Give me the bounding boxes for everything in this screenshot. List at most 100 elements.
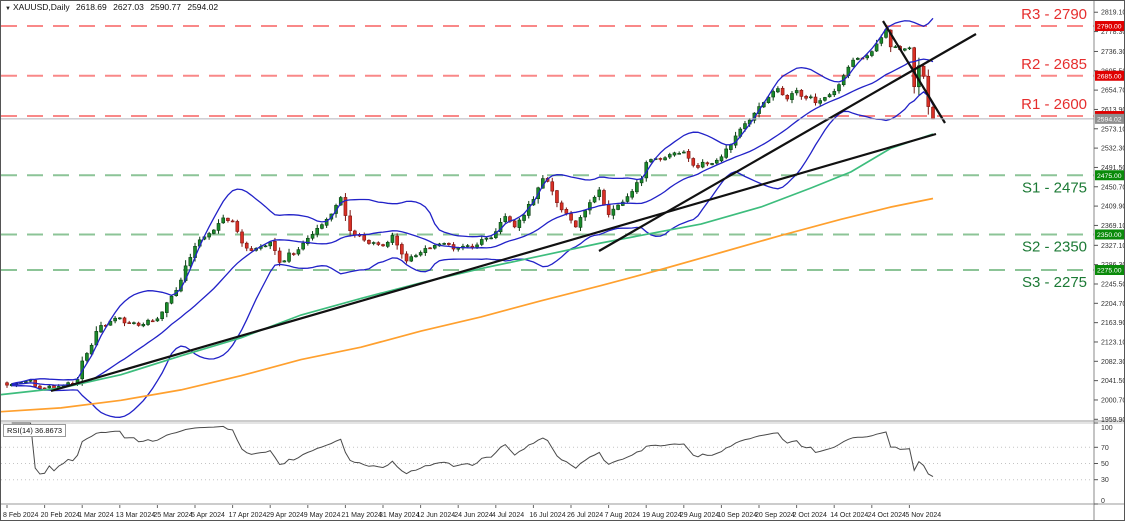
rsi-line [11, 422, 934, 478]
price-tick-label: 2491.50 [1101, 165, 1125, 172]
candle-body [118, 317, 122, 320]
candle-body [475, 244, 479, 248]
candle-body [244, 242, 249, 249]
candle-body [447, 242, 451, 245]
date-tick-label: 5 Nov 2024 [905, 512, 941, 519]
candle-body [837, 84, 841, 92]
candle-body [550, 181, 555, 192]
candle-body [696, 165, 700, 168]
price-level-tag [1095, 229, 1124, 240]
candle-body [766, 96, 771, 104]
candle-body [724, 148, 728, 158]
candle-body [921, 65, 926, 77]
price-level-tag-text: 2275.00 [1097, 268, 1122, 275]
resistance-level-label: R3 - 2790 [1021, 6, 1087, 23]
candle-body [522, 214, 526, 221]
date-tick-label: 1 Mar 2024 [78, 512, 114, 519]
price-tick-label: 2819.10 [1101, 10, 1125, 17]
candle-body [874, 43, 879, 52]
candle-body [343, 197, 348, 216]
candle-body [150, 320, 155, 323]
candle-body [663, 157, 667, 161]
candle-body [113, 317, 117, 322]
candle-body [371, 242, 376, 244]
candle-body [776, 88, 780, 93]
candle-body [902, 48, 907, 51]
ohlc-open: 2618.69 [76, 2, 107, 12]
price-tick-label: 2245.50 [1101, 281, 1125, 288]
candle-body [926, 75, 931, 107]
candle-body [216, 223, 221, 231]
date-tick-label: 25 Mar 2024 [153, 512, 192, 519]
price-tick-label: 2000.70 [1101, 397, 1125, 404]
candle-body [893, 46, 898, 48]
candle-body [489, 237, 493, 240]
candle-body [667, 154, 672, 158]
bollinger-upper-band [11, 17, 934, 385]
date-tick-label: 9 May 2024 [304, 512, 341, 519]
candle-body [517, 219, 522, 228]
ohlc-high: 2627.03 [113, 2, 144, 12]
trendline-annotation[interactable] [50, 132, 937, 393]
candle-body [207, 233, 211, 238]
candle-body [423, 248, 428, 254]
candle-body [602, 190, 606, 206]
candle-body [235, 221, 240, 232]
candle-body [282, 260, 287, 263]
price-tick-label: 2163.90 [1101, 320, 1125, 327]
price-tick-label: 1959.90 [1101, 417, 1125, 424]
price-level-tag-text: 2685.00 [1097, 73, 1122, 80]
candle-body [682, 151, 686, 154]
trendline-annotation[interactable] [882, 20, 946, 124]
candle-body [827, 94, 832, 98]
price-level-tag [1095, 265, 1124, 276]
price-tick-label: 2041.50 [1101, 378, 1125, 385]
candle-body [583, 210, 587, 218]
candle-body [414, 255, 418, 258]
candle-body [479, 239, 484, 245]
candle-body [5, 382, 9, 386]
candle-body [630, 191, 634, 198]
candle-body [649, 159, 653, 163]
trendline-annotation[interactable] [598, 33, 977, 252]
price-level-tag [1095, 170, 1124, 181]
symbol-header: ▼ XAUUSD,Daily 2618.69 2627.03 2590.77 25… [5, 2, 222, 12]
date-tick-label: 5 Apr 2024 [191, 512, 225, 519]
candle-body [315, 227, 320, 235]
symbol-dropdown-icon[interactable]: ▼ [5, 6, 11, 12]
candle-body [808, 96, 813, 99]
support-level-label: S1 - 2475 [1022, 179, 1087, 196]
candle-body [28, 379, 33, 382]
candle-body [719, 156, 724, 162]
candle-body [127, 322, 132, 324]
date-tick-label: 2 Oct 2024 [793, 512, 827, 519]
candle-body [376, 242, 381, 245]
price-level-tag-text: 2790.00 [1097, 24, 1122, 31]
candle-body [907, 47, 912, 50]
price-tick-label: 2204.70 [1101, 301, 1125, 308]
candle-body [240, 231, 244, 244]
date-tick-label: 31 May 2024 [379, 512, 420, 519]
candle-body [306, 237, 310, 244]
candle-body [132, 322, 136, 324]
date-tick-label: 16 Jul 2024 [529, 512, 565, 519]
candle-body [672, 152, 677, 156]
candle-body [381, 244, 385, 247]
bollinger-middle-band [11, 58, 934, 386]
candle-body [465, 245, 470, 247]
date-tick-label: 19 Aug 2024 [642, 512, 681, 519]
date-tick-label: 26 Jul 2024 [567, 512, 603, 519]
candle-body [291, 253, 296, 255]
price-tick-label: 2532.30 [1101, 146, 1125, 153]
candle-body [395, 235, 399, 246]
price-level-tag [1095, 113, 1124, 124]
date-tick-label: 20 Feb 2024 [41, 512, 80, 519]
candle-body [625, 196, 630, 202]
candle-body [122, 317, 127, 324]
candle-body [310, 234, 315, 239]
candle-body [616, 204, 620, 210]
candle-body [851, 59, 855, 67]
price-level-tag [1095, 70, 1124, 81]
price-level-tag-text: 2475.00 [1097, 173, 1122, 180]
